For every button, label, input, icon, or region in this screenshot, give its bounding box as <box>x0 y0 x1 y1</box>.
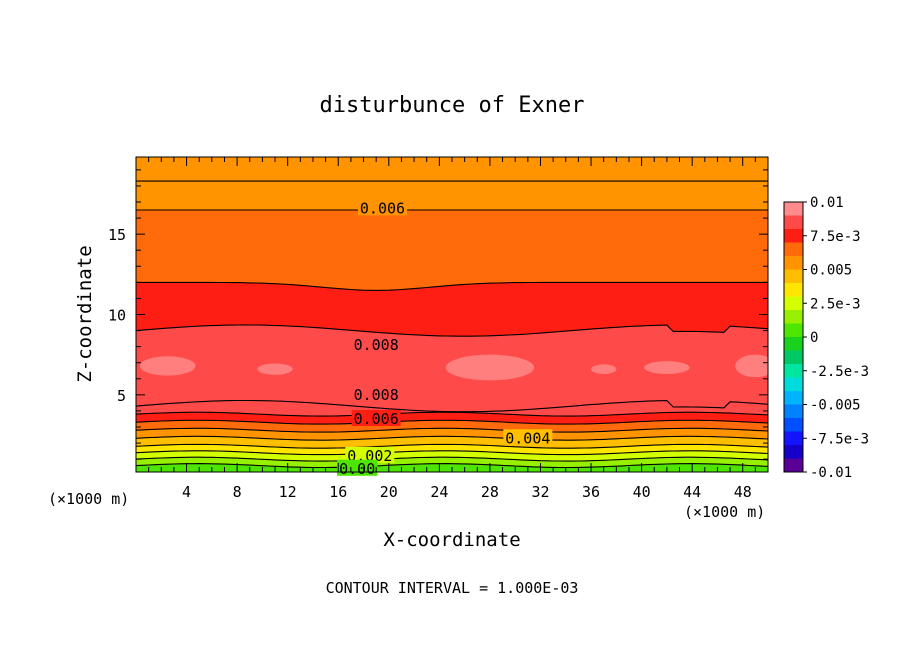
y-tick-label: 10 <box>108 307 126 325</box>
colorbar-segment <box>784 431 803 446</box>
colorbar-segment <box>784 323 803 338</box>
x-tick-label: 40 <box>633 483 651 501</box>
x-tick-label: 44 <box>683 483 701 501</box>
contour-label: 0.006 <box>354 410 399 428</box>
high-value-patch <box>257 363 293 375</box>
high-value-patch <box>139 356 196 376</box>
y-tick-label: 15 <box>108 226 126 244</box>
colorbar-label: 0.01 <box>810 195 844 211</box>
colorbar-segment <box>784 458 803 473</box>
colorbar-segment <box>784 337 803 351</box>
high-value-patch <box>644 361 690 374</box>
chart-title: disturbunce of Exner <box>320 93 585 118</box>
x-unit-right: (×1000 m) <box>684 503 765 521</box>
high-value-patch <box>735 354 768 378</box>
x-axis-label: X-coordinate <box>383 529 520 551</box>
colorbar-label: 0 <box>810 330 818 346</box>
contour-line <box>136 419 768 425</box>
contour-line <box>136 427 768 433</box>
contour-fill-area <box>136 157 768 472</box>
contour-line <box>136 281 768 291</box>
high-value-patch <box>445 354 535 381</box>
y-axis-ticks: 5 10 15 <box>108 169 768 460</box>
colorbar-segment <box>784 215 803 230</box>
x-unit-left: (×1000 m) <box>48 490 129 508</box>
contour-label: 0.004 <box>505 429 550 447</box>
contour-label: 0.008 <box>354 336 399 354</box>
x-axis-ticks: 4 8 12 16 20 24 28 32 36 40 44 48 <box>148 157 756 501</box>
contour-label-bg <box>351 336 401 353</box>
x-tick-label: 12 <box>279 483 297 501</box>
contour-label-bg <box>357 199 407 216</box>
colorbar-label: -7.5e-3 <box>810 431 869 447</box>
colorbar: 0.01 7.5e-3 0.005 2.5e-3 0 -2.5e-3 -0.005 -7.5e… <box>783 195 869 481</box>
contour-label-bg <box>351 385 401 402</box>
contour-label-bg <box>345 446 395 463</box>
colorbar-segment <box>784 377 803 392</box>
contour-line <box>136 324 768 337</box>
colorbar-label: 7.5e-3 <box>810 229 861 245</box>
colorbar-label: 0.005 <box>810 263 852 279</box>
contour-label: 0.008 <box>354 386 399 404</box>
colorbar-segment <box>784 391 803 405</box>
contour-label-bg <box>503 429 553 446</box>
colorbar-segment <box>784 418 803 432</box>
x-tick-label: 28 <box>481 483 499 501</box>
colorbar-segment <box>784 445 803 459</box>
colorbar-label: 2.5e-3 <box>810 296 861 312</box>
x-tick-label: 20 <box>380 483 398 501</box>
colorbar-segment <box>784 310 803 324</box>
colorbar-segment <box>784 202 803 216</box>
x-tick-label: 8 <box>233 483 242 501</box>
contour-line <box>136 456 768 462</box>
contour-line <box>136 435 768 441</box>
high-value-patch <box>591 364 617 374</box>
colorbar-segment <box>784 242 803 257</box>
y-axis-label: Z-coordinate <box>74 245 96 382</box>
y-tick-label: 5 <box>117 387 126 405</box>
colorbar-segment <box>784 364 803 378</box>
colorbar-segment <box>784 350 803 365</box>
colorbar-segment <box>784 269 803 284</box>
x-tick-label: 24 <box>430 483 448 501</box>
x-tick-label: 16 <box>329 483 347 501</box>
x-tick-label: 32 <box>531 483 549 501</box>
colorbar-segment <box>784 296 803 311</box>
contour-label-bg <box>351 409 401 426</box>
contour-line <box>136 411 768 417</box>
colorbar-segment <box>784 283 803 297</box>
contour-line <box>136 399 768 413</box>
colorbar-label: -0.01 <box>810 465 852 481</box>
x-tick-label: 4 <box>182 483 191 501</box>
x-tick-label: 36 <box>582 483 600 501</box>
colorbar-label: -0.005 <box>810 398 861 414</box>
contour-label: 0.00 <box>339 460 375 478</box>
contour-lines <box>136 180 768 469</box>
contour-label: 0.006 <box>360 199 405 217</box>
colorbar-label: -2.5e-3 <box>810 364 869 380</box>
contour-interval-note: CONTOUR INTERVAL = 1.000E-03 <box>326 579 579 597</box>
contour-line <box>136 450 768 456</box>
colorbar-segment <box>784 404 803 419</box>
colorbar-segment <box>784 256 803 270</box>
contour-line <box>136 443 768 449</box>
x-tick-label: 48 <box>734 483 752 501</box>
contour-line <box>136 463 768 469</box>
colorbar-segment <box>784 229 803 243</box>
